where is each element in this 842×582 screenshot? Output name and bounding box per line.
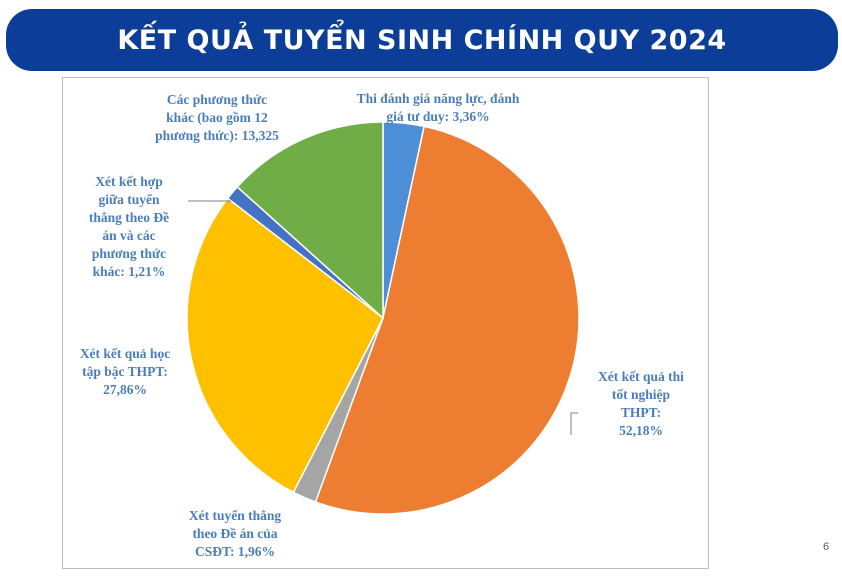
page-number: 6 [823,541,830,553]
leader-lines [188,200,578,435]
pie-slice-1 [314,125,580,515]
slice-label-0: Thi đánh giá năng lực, đánh giá tư duy: 3… [357,91,520,124]
chart-area: Thi đánh giá năng lực, đánh giá tư duy: 3… [62,77,709,569]
pie-chart: Thi đánh giá năng lực, đánh giá tư duy: 3… [80,91,684,559]
pie-slice-5 [236,121,384,320]
slice-label-1: Xét kết quả thi tốt nghiệp THPT: 52,18% [598,369,684,438]
slice-label-5: Các phương thức khác (bao gồm 12 phương th… [155,92,279,143]
leader-line-1 [570,412,578,435]
slice-label-3: Xét kết quả học tập bậc THPT: 27,86% [80,346,170,397]
pie-slices [186,121,580,515]
title-banner: KẾT QUẢ TUYỂN SINH CHÍNH QUY 2024 [6,9,838,71]
page-title: KẾT QUẢ TUYỂN SINH CHÍNH QUY 2024 [117,24,727,56]
pie-slice-3 [186,197,384,494]
slice-label-4: Xét kết hợp giữa tuyển thẳng theo Đề án và … [89,174,169,279]
slice-label-2: Xét tuyển thẳng theo Đề án của CSĐT: 1,96% [189,508,282,559]
slice-labels: Thi đánh giá năng lực, đánh giá tư duy: 3… [80,91,684,559]
